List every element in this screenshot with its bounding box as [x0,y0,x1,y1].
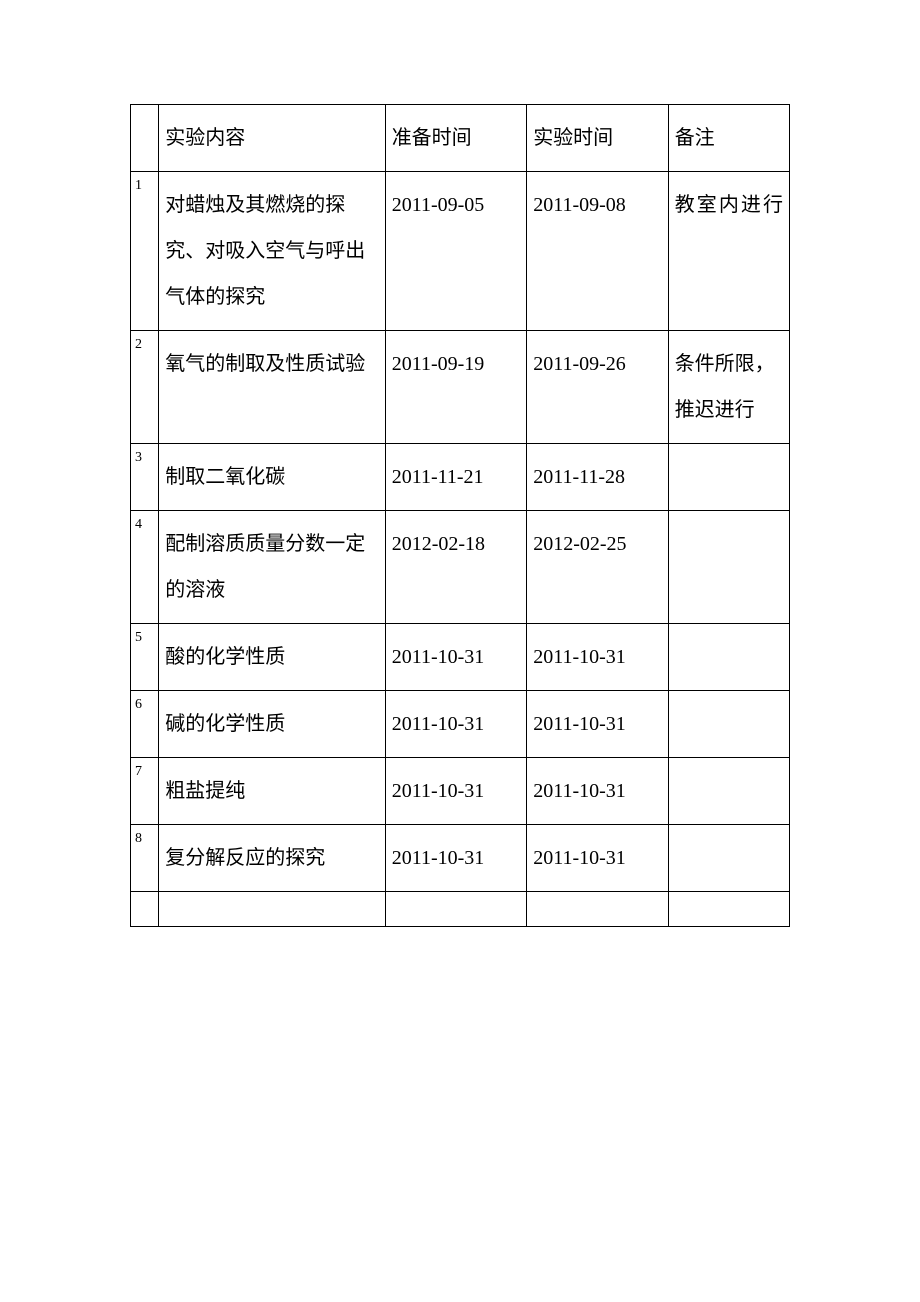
experiment-content: 复分解反应的探究 [159,825,385,892]
table-row: 8复分解反应的探究2011-10-312011-10-31 [131,825,790,892]
note [668,691,789,758]
table-row: 2氧气的制取及性质试验2011-09-192011-09-26条件所限，推迟进行 [131,331,790,444]
table-row: 6碱的化学性质2011-10-312011-10-31 [131,691,790,758]
table-row: 4配制溶质质量分数一定的溶液2012-02-182012-02-25 [131,511,790,624]
empty-cell [668,892,789,927]
prep-time: 2011-11-21 [385,444,527,511]
table-header-cell: 实验内容 [159,105,385,172]
experiment-time: 2011-10-31 [527,691,669,758]
row-index: 1 [131,172,159,331]
row-index: 2 [131,331,159,444]
experiment-content: 碱的化学性质 [159,691,385,758]
prep-time: 2011-10-31 [385,624,527,691]
experiment-time: 2011-10-31 [527,758,669,825]
note [668,444,789,511]
document-page: 实验内容准备时间实验时间备注1对蜡烛及其燃烧的探究、对吸入空气与呼出气体的探究2… [0,0,920,927]
prep-time: 2011-09-19 [385,331,527,444]
experiment-content: 酸的化学性质 [159,624,385,691]
table-empty-row [131,892,790,927]
empty-cell [385,892,527,927]
row-index: 4 [131,511,159,624]
note: 教室内进行 [668,172,789,331]
experiment-time: 2011-09-26 [527,331,669,444]
note [668,758,789,825]
table-header-cell: 实验时间 [527,105,669,172]
experiment-time: 2011-10-31 [527,825,669,892]
prep-time: 2011-09-05 [385,172,527,331]
row-index: 5 [131,624,159,691]
note [668,825,789,892]
row-index: 7 [131,758,159,825]
table-header-cell: 备注 [668,105,789,172]
table-header-row: 实验内容准备时间实验时间备注 [131,105,790,172]
table-row: 5酸的化学性质2011-10-312011-10-31 [131,624,790,691]
experiment-time: 2011-10-31 [527,624,669,691]
experiment-content: 氧气的制取及性质试验 [159,331,385,444]
experiment-content: 制取二氧化碳 [159,444,385,511]
row-index: 6 [131,691,159,758]
prep-time: 2011-10-31 [385,691,527,758]
experiment-content: 配制溶质质量分数一定的溶液 [159,511,385,624]
note [668,511,789,624]
prep-time: 2011-10-31 [385,825,527,892]
table-row: 3制取二氧化碳2011-11-212011-11-28 [131,444,790,511]
experiment-content: 粗盐提纯 [159,758,385,825]
experiment-time: 2012-02-25 [527,511,669,624]
table-row: 1对蜡烛及其燃烧的探究、对吸入空气与呼出气体的探究2011-09-052011-… [131,172,790,331]
note: 条件所限，推迟进行 [668,331,789,444]
prep-time: 2011-10-31 [385,758,527,825]
experiment-time: 2011-11-28 [527,444,669,511]
prep-time: 2012-02-18 [385,511,527,624]
experiment-table: 实验内容准备时间实验时间备注1对蜡烛及其燃烧的探究、对吸入空气与呼出气体的探究2… [130,104,790,927]
experiment-time: 2011-09-08 [527,172,669,331]
table-header-cell [131,105,159,172]
table-header-cell: 准备时间 [385,105,527,172]
experiment-content: 对蜡烛及其燃烧的探究、对吸入空气与呼出气体的探究 [159,172,385,331]
empty-cell [527,892,669,927]
table-row: 7粗盐提纯2011-10-312011-10-31 [131,758,790,825]
row-index: 3 [131,444,159,511]
note [668,624,789,691]
row-index: 8 [131,825,159,892]
empty-cell [159,892,385,927]
empty-cell [131,892,159,927]
